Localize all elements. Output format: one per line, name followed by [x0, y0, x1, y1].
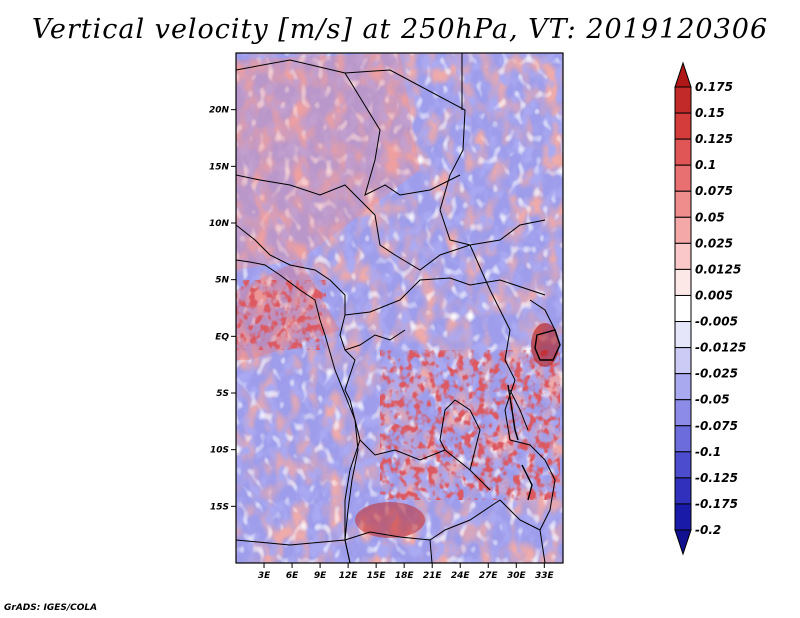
velocity-field — [236, 53, 563, 563]
colorbar-label: 0.1 — [695, 158, 716, 172]
colorbar-label: 0.005 — [695, 288, 733, 302]
latitude-axis: 20N 15N 10N 5N EQ 5S 10S 15S — [209, 106, 236, 512]
colorbar-label: -0.2 — [695, 523, 721, 537]
colorbar-label: 0.0125 — [695, 262, 741, 276]
lat-tick-label: 5S — [216, 389, 229, 399]
colorbar-swatch — [674, 373, 692, 401]
coastline — [236, 259, 359, 563]
lon-tick-label: 33E — [535, 571, 555, 581]
lat-tick-label: 15S — [210, 502, 229, 512]
colorbar-label: 0.15 — [695, 106, 725, 120]
colorbar-swatch — [674, 347, 692, 375]
colorbar-swatch — [674, 503, 692, 531]
lat-tick-label: 10S — [210, 446, 229, 456]
colorbar-swatch — [674, 164, 692, 192]
lon-tick-label: 21E — [423, 571, 443, 581]
lon-tick-label: 15E — [367, 571, 387, 581]
lon-tick-label: 12E — [339, 571, 359, 581]
colorbar-swatch — [674, 425, 692, 453]
colorbar-swatch — [674, 294, 692, 323]
colorbar-label: -0.005 — [695, 315, 738, 329]
map-frame — [235, 52, 564, 564]
colorbar-swatch — [674, 216, 692, 244]
map-title: Vertical velocity [m/s] at 250hPa, VT: 2… — [31, 14, 769, 45]
colorbar-swatch — [674, 112, 692, 140]
colorbar-label: -0.025 — [695, 367, 738, 381]
lat-tick-label: 20N — [209, 106, 230, 116]
colorbar-swatch — [674, 138, 692, 166]
colorbar-top-arrow — [674, 61, 692, 88]
colorbar-label: 0.125 — [695, 132, 733, 146]
lakes — [507, 329, 561, 501]
lon-tick-label: 18E — [395, 571, 415, 581]
lon-tick-label: 6E — [286, 571, 299, 581]
colorbar-label: -0.175 — [695, 497, 738, 511]
colorbar-label: -0.0125 — [695, 341, 746, 355]
colorbar-label: 0.05 — [695, 210, 725, 224]
colorbar-swatch — [674, 477, 692, 505]
country-borders — [236, 53, 561, 563]
lon-tick-label: 9E — [314, 571, 327, 581]
colorbar-swatch — [674, 268, 692, 296]
lon-tick-label: 3E — [258, 571, 271, 581]
lat-tick-label: EQ — [215, 332, 229, 342]
colorbar-bottom-arrow — [674, 529, 692, 556]
longitude-axis: 3E 6E 9E 12E 15E 18E 21E 24E 27E 30E 33E — [258, 563, 555, 581]
colorbar-label: -0.05 — [695, 393, 730, 407]
colorbar-swatch — [674, 321, 692, 349]
colorbar-label: -0.075 — [695, 419, 738, 433]
colorbar-swatch — [674, 86, 692, 114]
colorbar-swatch — [674, 242, 692, 270]
lon-tick-label: 30E — [507, 571, 527, 581]
colorbar: 0.175 0.15 0.125 0.1 0.075 0.05 0.025 0.0125 0.0… — [674, 61, 746, 556]
lat-tick-label: 15N — [209, 162, 230, 172]
colorbar-label: 0.025 — [695, 236, 733, 250]
grads-credit: GrADS: IGES/COLA — [4, 603, 98, 613]
colorbar-label: 0.175 — [695, 80, 733, 94]
colorbar-swatch — [674, 190, 692, 218]
lon-tick-label: 24E — [451, 571, 471, 581]
colorbar-label: -0.125 — [695, 471, 738, 485]
colorbar-label: -0.1 — [695, 445, 721, 459]
lat-tick-label: 5N — [215, 276, 229, 286]
colorbar-swatch — [674, 399, 692, 427]
colorbar-swatch — [674, 451, 692, 479]
colorbar-label: 0.075 — [695, 184, 733, 198]
lat-tick-label: 10N — [209, 219, 230, 229]
lon-tick-label: 27E — [479, 571, 499, 581]
